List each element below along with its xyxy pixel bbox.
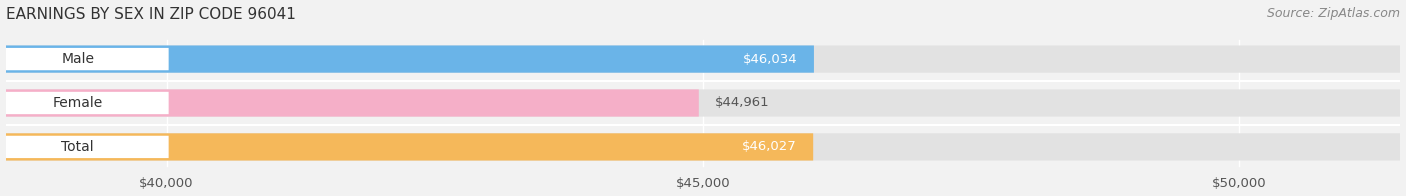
Text: Female: Female [52, 96, 103, 110]
Text: $46,027: $46,027 [742, 140, 797, 153]
FancyBboxPatch shape [0, 48, 169, 70]
Text: Source: ZipAtlas.com: Source: ZipAtlas.com [1267, 7, 1400, 20]
FancyBboxPatch shape [6, 89, 1400, 117]
FancyBboxPatch shape [6, 133, 813, 161]
FancyBboxPatch shape [0, 92, 169, 114]
FancyBboxPatch shape [6, 45, 1400, 73]
Text: Male: Male [60, 52, 94, 66]
Text: $46,034: $46,034 [744, 53, 797, 66]
FancyBboxPatch shape [6, 45, 814, 73]
Text: $44,961: $44,961 [714, 96, 769, 110]
FancyBboxPatch shape [6, 133, 1400, 161]
FancyBboxPatch shape [0, 136, 169, 158]
FancyBboxPatch shape [6, 89, 699, 117]
Text: EARNINGS BY SEX IN ZIP CODE 96041: EARNINGS BY SEX IN ZIP CODE 96041 [6, 7, 295, 22]
Text: Total: Total [62, 140, 94, 154]
